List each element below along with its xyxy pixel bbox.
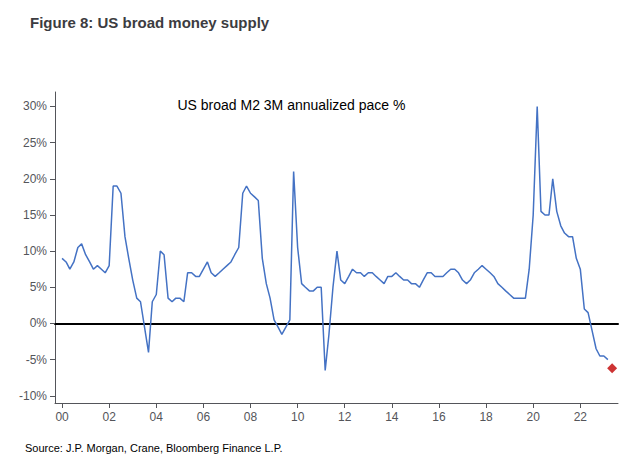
svg-text:Figure 8: US broad money suppl: Figure 8: US broad money supply xyxy=(30,14,270,31)
svg-text:5%: 5% xyxy=(30,280,48,294)
svg-text:10: 10 xyxy=(291,410,305,424)
svg-text:30%: 30% xyxy=(23,99,47,113)
svg-text:08: 08 xyxy=(244,410,258,424)
svg-text:04: 04 xyxy=(150,410,164,424)
svg-text:-5%: -5% xyxy=(26,353,48,367)
svg-text:0%: 0% xyxy=(30,316,48,330)
svg-text:15%: 15% xyxy=(23,208,47,222)
svg-text:06: 06 xyxy=(197,410,211,424)
svg-text:20: 20 xyxy=(527,410,541,424)
svg-text:Source: J.P. Morgan, Crane, Bl: Source: J.P. Morgan, Crane, Bloomberg Fi… xyxy=(25,442,283,454)
svg-text:22: 22 xyxy=(574,410,588,424)
svg-text:US broad M2 3M annualized pace: US broad M2 3M annualized pace % xyxy=(177,97,405,113)
svg-text:20%: 20% xyxy=(23,172,47,186)
svg-text:02: 02 xyxy=(103,410,117,424)
svg-text:12: 12 xyxy=(338,410,352,424)
svg-text:-10%: -10% xyxy=(19,389,47,403)
svg-text:18: 18 xyxy=(479,410,493,424)
svg-text:25%: 25% xyxy=(23,136,47,150)
svg-text:10%: 10% xyxy=(23,244,47,258)
svg-text:14: 14 xyxy=(385,410,399,424)
svg-text:16: 16 xyxy=(432,410,446,424)
svg-text:00: 00 xyxy=(55,410,69,424)
